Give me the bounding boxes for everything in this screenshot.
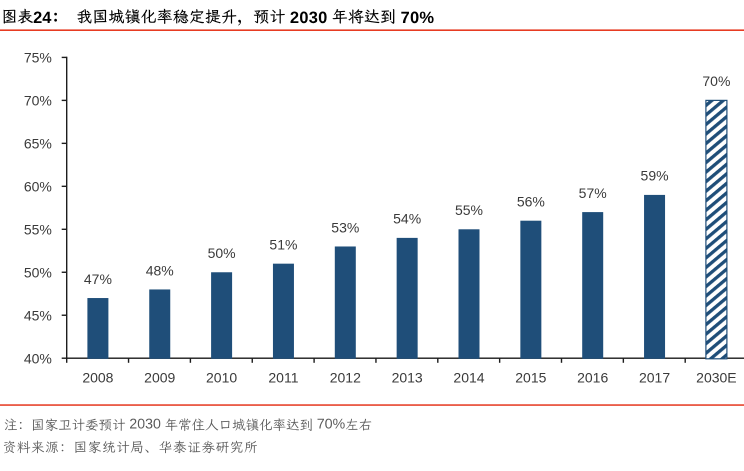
- svg-text:2017: 2017: [639, 370, 670, 386]
- svg-text:2030E: 2030E: [696, 370, 736, 386]
- svg-text:40%: 40%: [24, 350, 52, 366]
- svg-text:55%: 55%: [455, 202, 483, 218]
- svg-text:2016: 2016: [577, 370, 608, 386]
- svg-text:2010: 2010: [206, 370, 237, 386]
- svg-text:57%: 57%: [579, 185, 607, 201]
- svg-text:2008: 2008: [82, 370, 113, 386]
- svg-text:47%: 47%: [84, 271, 112, 287]
- svg-text:2013: 2013: [392, 370, 423, 386]
- svg-text:2009: 2009: [144, 370, 175, 386]
- svg-text:2015: 2015: [515, 370, 546, 386]
- svg-text:70%: 70%: [702, 73, 730, 89]
- svg-text:53%: 53%: [331, 219, 359, 235]
- svg-text:55%: 55%: [24, 221, 52, 237]
- svg-text:45%: 45%: [24, 307, 52, 323]
- svg-text:70%: 70%: [24, 92, 52, 108]
- svg-text:56%: 56%: [517, 194, 545, 210]
- svg-text:2012: 2012: [330, 370, 361, 386]
- svg-text:65%: 65%: [24, 135, 52, 151]
- svg-text:50%: 50%: [24, 264, 52, 280]
- svg-text:2011: 2011: [268, 370, 298, 386]
- svg-text:51%: 51%: [269, 236, 297, 252]
- svg-text:50%: 50%: [208, 245, 236, 261]
- svg-text:59%: 59%: [641, 168, 669, 184]
- svg-text:60%: 60%: [24, 178, 52, 194]
- svg-text:2014: 2014: [453, 370, 484, 386]
- svg-text:75%: 75%: [24, 50, 52, 66]
- svg-text:48%: 48%: [146, 262, 174, 278]
- svg-text:54%: 54%: [393, 211, 421, 227]
